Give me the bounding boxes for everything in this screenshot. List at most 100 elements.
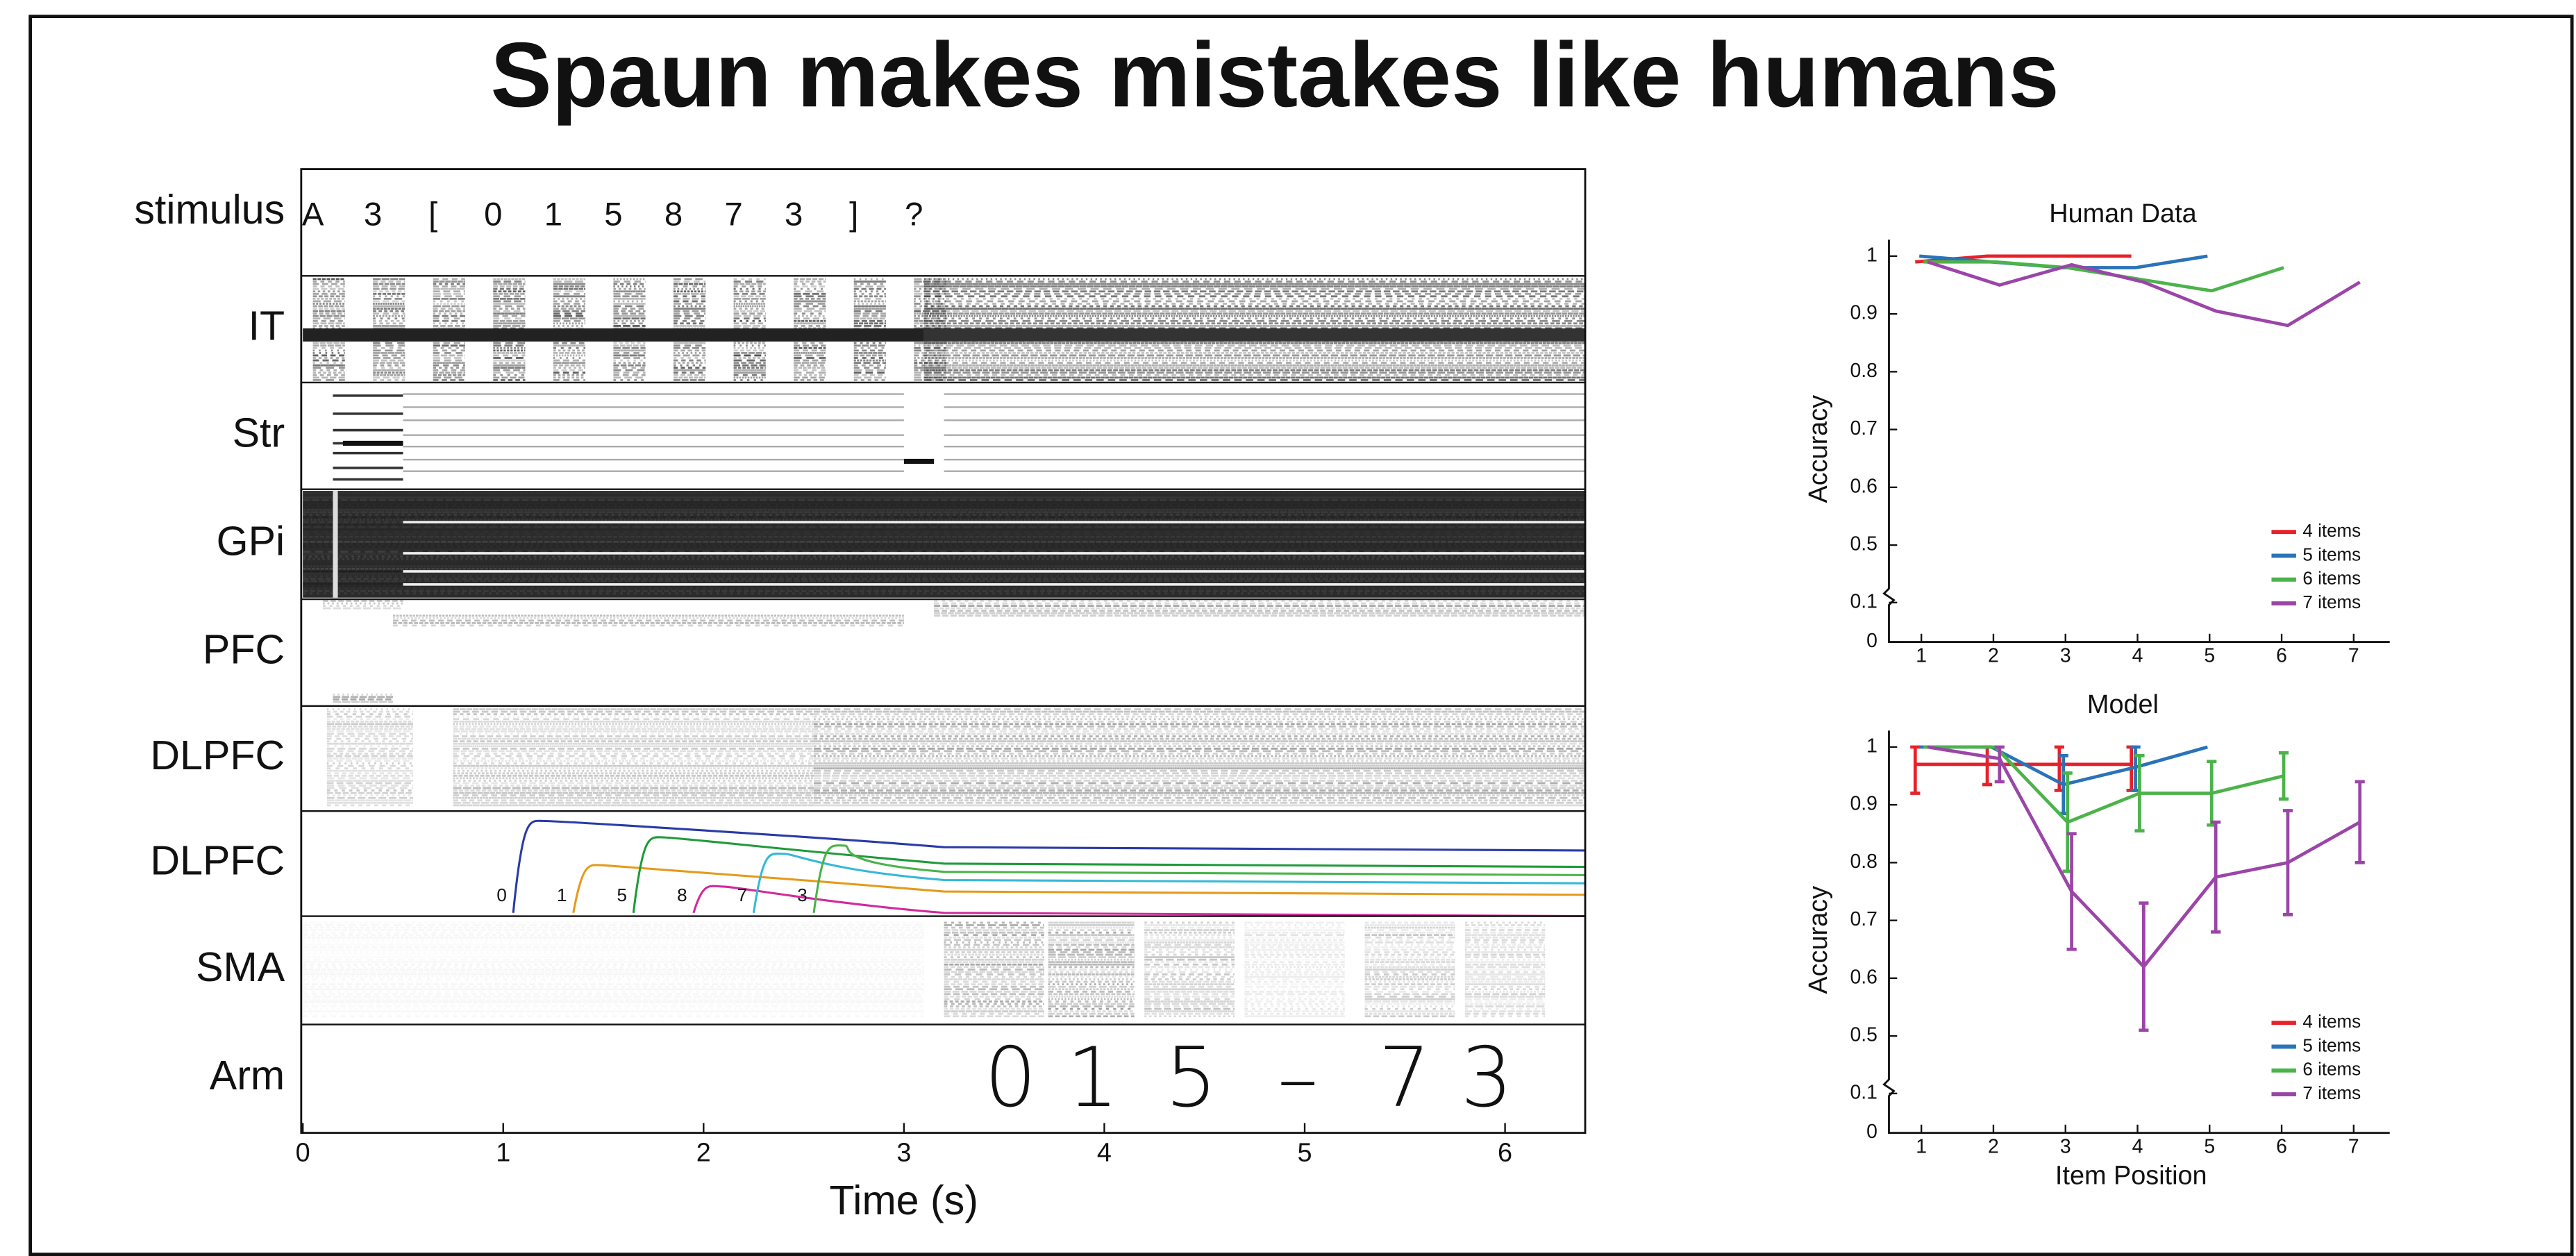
x-tick-label: 6 [1498,1138,1512,1167]
x-axis-label: Time (s) [829,1177,978,1223]
x-tick-label: 7 [2348,644,2359,667]
trace-label: 8 [677,885,687,905]
raster-panel: 0 1 5 8 7 30 1 5–7 3 [303,278,1586,1125]
y-tick-label: 0 [1866,630,1877,652]
legend-label: 7 items [2302,1082,2361,1103]
y-tick-label: 0.9 [1850,302,1877,324]
x-tick-label: 7 [2348,1135,2359,1157]
decoded-trace [512,819,1586,913]
y-tick-label: 0.1 [1850,590,1877,612]
x-tick-label: 1 [1916,1135,1927,1157]
x-axis-label: Item Position [2055,1161,2207,1190]
x-tick-label: 5 [1297,1138,1312,1167]
legend-label: 7 items [2302,592,2361,612]
x-tick-label: 5 [2204,644,2215,667]
stimulus-symbol: 3 [364,196,382,233]
y-tick-label: 0.5 [1850,1024,1877,1046]
x-tick-label: 1 [496,1138,510,1167]
error-bar [1910,745,1921,795]
series-line [1927,260,2361,328]
y-tick-label: 0.8 [1850,360,1877,382]
raster-frame [300,168,1587,1134]
x-tick-label: 2 [696,1138,711,1167]
stimulus-symbol: 7 [724,196,742,233]
row-label: Arm [210,1052,285,1098]
x-tick-label: 4 [2132,644,2143,667]
stimulus-symbol: ] [849,196,858,233]
y-tick-label: 0.8 [1850,851,1877,873]
trace-label: 3 [797,885,807,905]
y-tick-label: 1 [1866,244,1877,266]
stimulus-symbol: A [302,196,324,233]
error-bar [2355,780,2365,864]
slide-frame [28,15,2574,1256]
y-tick-label: 0.7 [1850,417,1877,439]
row-label: SMA [196,944,285,990]
slide-title: Spaun makes mistakes like humans [490,24,2059,126]
y-axis-label: Accuracy [1804,886,1833,994]
y-tick-label: 0 [1866,1121,1877,1143]
stimulus-symbol: 0 [484,196,502,233]
error-bar [1994,745,2005,784]
y-tick-label: 0.1 [1850,1081,1877,1103]
trace-label: 1 [557,885,567,905]
y-tick-label: 0.6 [1850,475,1877,497]
legend-label: 4 items [2302,520,2361,541]
decoded-trace [572,864,1586,914]
x-tick-label: 2 [1988,1135,1999,1157]
error-bar [2134,754,2145,833]
y-tick-label: 0.7 [1850,908,1877,930]
trace-label: 7 [737,885,747,905]
legend-label: 5 items [2302,1035,2361,1055]
stimulus-symbol: 8 [664,196,683,233]
x-tick-label: 6 [2276,644,2287,667]
x-tick-label: 3 [2060,644,2071,667]
decoded-trace [752,852,1586,914]
legend-label: 5 items [2302,544,2361,564]
error-bar [2278,751,2289,801]
x-tick-label: 1 [1916,644,1927,667]
legend-label: 4 items [2302,1011,2361,1032]
row-label: DLPFC [150,837,285,883]
decoded-trace [812,844,1586,913]
trace-label: 5 [617,885,627,905]
arm-digit: 1 [1067,1030,1119,1125]
decoded-trace [692,885,1586,918]
x-tick-label: 4 [2132,1135,2143,1157]
stimulus-symbol: ? [905,196,923,233]
arm-digit: 7 [1378,1030,1430,1125]
stimulus-symbol: [ [428,196,437,233]
decoded-trace [632,836,1586,913]
arm-digit: – [1278,1030,1319,1125]
y-tick-label: 1 [1866,735,1877,757]
row-label: stimulus [134,186,285,233]
arm-digit: 0 [985,1030,1037,1125]
stimulus-symbol: 3 [785,196,803,233]
x-tick-label: 5 [2204,1135,2215,1157]
error-bar [2066,832,2077,951]
row-label: DLPFC [150,732,285,778]
error-bar [2139,901,2149,1032]
chart-title: Human Data [2049,199,2197,228]
y-tick-label: 0.6 [1850,966,1877,988]
legend-label: 6 items [2302,1059,2361,1080]
series-line [1923,745,2284,824]
x-tick-label: 6 [2276,1135,2287,1157]
x-tick-label: 3 [896,1138,911,1167]
row-label: Str [233,409,285,455]
chart-title: Model [2087,690,2159,719]
legend-label: 6 items [2302,568,2361,589]
row-label: PFC [203,626,285,673]
y-tick-label: 0.5 [1850,533,1877,555]
arm-digit: 5 [1165,1030,1217,1125]
stimulus-symbol: 5 [604,196,622,233]
row-label: GPi [217,518,285,564]
y-tick-label: 0.9 [1850,793,1877,815]
activity-block [303,491,1586,598]
stimulus-symbol: 1 [544,196,562,233]
y-axis-label: Accuracy [1804,395,1833,503]
arm-digit: 3 [1461,1030,1513,1125]
row-label: IT [249,303,285,349]
x-tick-label: 3 [2060,1135,2071,1157]
